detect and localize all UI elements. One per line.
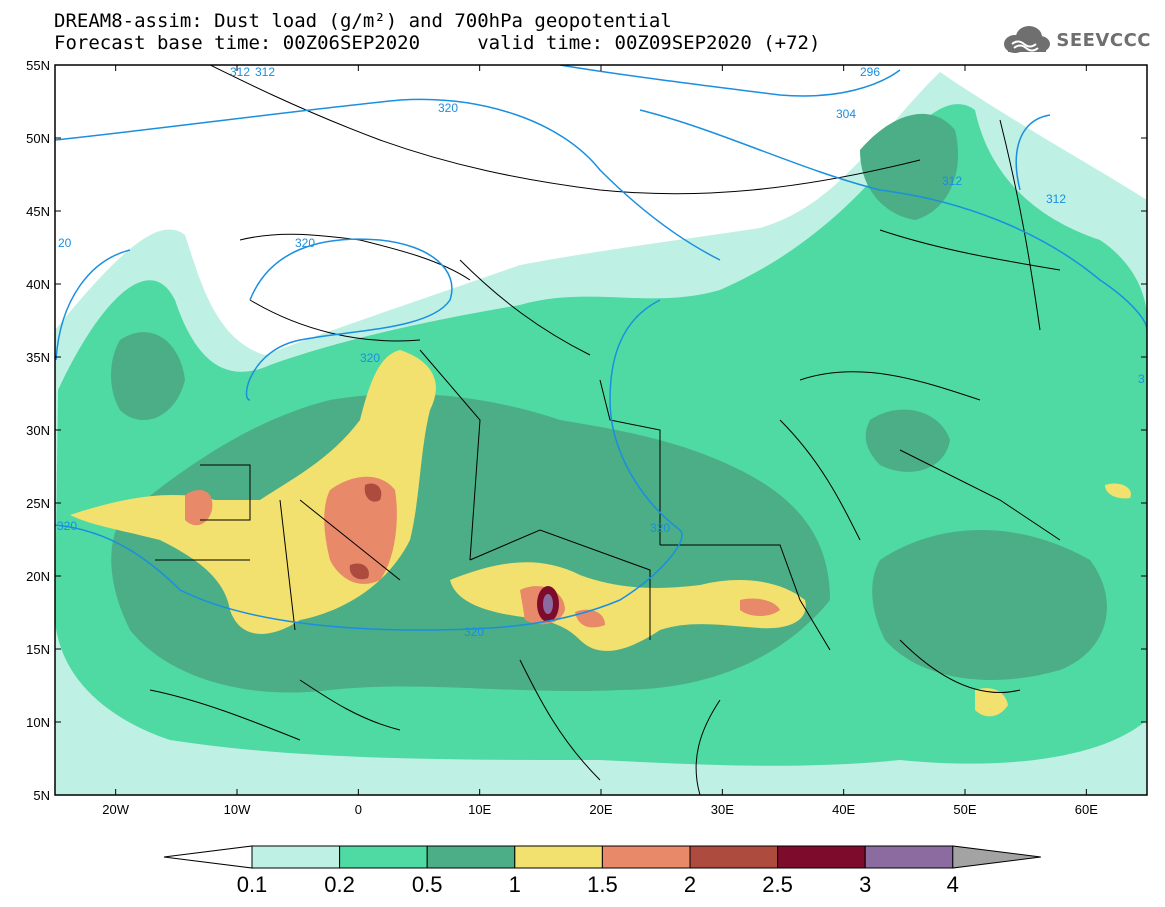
longitude-label: 50E — [953, 802, 976, 817]
contour-label: 320 — [360, 351, 380, 365]
title-line-1: DREAM8-assim: Dust load (g/m²) and 700hP… — [54, 10, 672, 32]
colorbar-tick-label: 0.5 — [412, 872, 443, 897]
longitude-label: 30E — [711, 802, 734, 817]
colorbar-cell — [601, 845, 691, 869]
contour-label: 320 — [464, 625, 484, 639]
latitude-label: 45N — [26, 204, 50, 219]
colorbar-tick-label: 4 — [947, 872, 959, 897]
longitude-label: 10E — [468, 802, 491, 817]
longitude-label: 10W — [224, 802, 251, 817]
contour-label: 320 — [438, 101, 458, 115]
logo-text: SEEVCCC — [1056, 29, 1151, 51]
latitude-label: 40N — [26, 277, 50, 292]
contour-label: 312 — [255, 65, 275, 79]
dust-brown-layer — [349, 483, 382, 580]
latitude-label: 5N — [33, 788, 50, 803]
longitude-label: 60E — [1075, 802, 1098, 817]
contour-label: 304 — [836, 107, 856, 121]
geopotential-contours — [55, 65, 1147, 631]
contour-label: 320 — [57, 519, 77, 533]
colorbar-cell — [251, 845, 341, 869]
contour-label: 3 — [1138, 372, 1145, 386]
colorbar-tick-label: 1 — [509, 872, 521, 897]
cloud-icon — [1004, 26, 1051, 53]
latitude-label: 55N — [26, 58, 50, 73]
map-title: DREAM8-assim: Dust load (g/m²) and 700hP… — [54, 10, 820, 54]
latitude-ticks — [55, 64, 1147, 796]
colorbar-low-arrow — [163, 845, 253, 869]
contour-label: 320 — [295, 236, 315, 250]
colorbar-tick-label: 0.1 — [237, 872, 268, 897]
colorbar-tick-label: 0.2 — [324, 872, 355, 897]
colorbar-tick-label: 2.5 — [762, 872, 793, 897]
latitude-label: 50N — [26, 131, 50, 146]
colorbar-tick-label: 1.5 — [587, 872, 618, 897]
longitude-label: 20W — [102, 802, 129, 817]
seevccc-logo: SEEVCCC — [1000, 26, 1151, 54]
latitude-label: 35N — [26, 350, 50, 365]
latitude-labels: 55N 50N 45N 40N 35N 30N 25N 20N 15N 10N 5N — [26, 58, 50, 803]
colorbar-tick-label: 2 — [684, 872, 696, 897]
contour-label: 20 — [58, 236, 72, 250]
latitude-label: 20N — [26, 569, 50, 584]
contour-label: 320 — [650, 521, 670, 535]
longitude-label: 0 — [355, 802, 362, 817]
latitude-label: 30N — [26, 423, 50, 438]
longitude-label: 40E — [832, 802, 855, 817]
colorbar-cell — [864, 845, 954, 869]
contour-label: 312 — [1046, 192, 1066, 206]
latitude-label: 10N — [26, 715, 50, 730]
colorbar-cell — [339, 845, 428, 869]
title-line-2: Forecast base time: 00Z06SEP2020 valid t… — [54, 32, 821, 54]
latitude-label: 15N — [26, 642, 50, 657]
contour-label-boxes: 296 304 312 312 312 320 320 320 320 320 … — [57, 65, 1145, 639]
colorbar-tick-label: 3 — [859, 872, 871, 897]
contour-label: 312 — [230, 65, 250, 79]
longitude-label: 20E — [589, 802, 612, 817]
longitude-labels: 20W 10W 0 10E 20E 30E 40E 50E 60E — [102, 802, 1098, 817]
contour-label: 296 — [860, 65, 880, 79]
colorbar: 0.1 0.2 0.5 1 1.5 2 2.5 3 4 — [163, 845, 1041, 897]
colorbar-cell — [426, 845, 516, 869]
dust-field: 296 304 312 312 312 320 320 320 320 320 … — [55, 65, 1147, 795]
contour-label: 312 — [942, 174, 962, 188]
latitude-label: 25N — [26, 496, 50, 511]
colorbar-cell — [777, 845, 866, 869]
colorbar-high-arrow — [952, 845, 1041, 869]
colorbar-cell — [514, 845, 603, 869]
colorbar-cell — [689, 845, 779, 869]
dust-purple-layer — [543, 594, 553, 614]
longitude-ticks — [115, 65, 1087, 795]
country-borders — [149, 65, 1061, 795]
